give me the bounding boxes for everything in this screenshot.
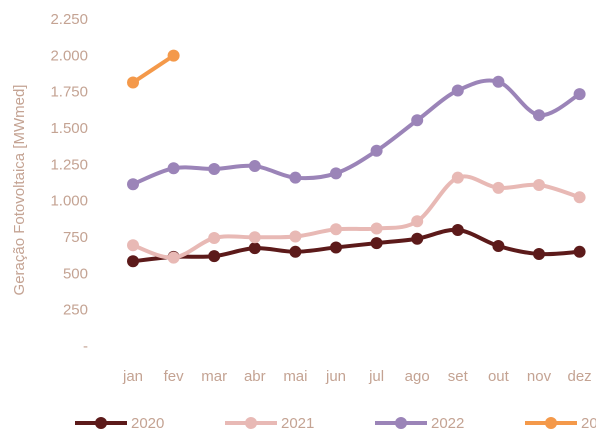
- data-point: [573, 191, 586, 204]
- data-point: [248, 242, 261, 255]
- data-point: [533, 109, 545, 122]
- legend-label: 2021: [281, 415, 314, 432]
- data-point: [167, 162, 180, 175]
- x-tick-label: abr: [244, 368, 266, 385]
- data-point: [451, 84, 464, 97]
- data-point: [289, 245, 302, 258]
- data-point: [289, 171, 302, 184]
- y-tick-label: 2.000: [50, 47, 88, 64]
- data-point: [492, 75, 505, 88]
- data-point: [451, 224, 464, 237]
- x-tick-label: nov: [527, 368, 552, 385]
- data-point: [411, 232, 424, 245]
- data-point: [127, 76, 139, 89]
- data-point: [167, 49, 180, 62]
- data-point: [411, 114, 424, 127]
- legend-label: 2023: [581, 415, 596, 432]
- data-point: [248, 231, 261, 244]
- y-tick-label: 250: [63, 302, 88, 319]
- y-tick-label: 1.250: [50, 156, 88, 173]
- data-point: [330, 167, 342, 180]
- y-tick-label: 2.250: [50, 11, 88, 28]
- series-line: [131, 78, 582, 187]
- y-tick-label: 750: [63, 229, 88, 246]
- y-axis-label: Geração Fotovoltaica [MWmed]: [11, 85, 28, 296]
- x-tick-label: jan: [122, 368, 143, 385]
- data-point: [248, 160, 261, 173]
- data-point: [533, 178, 545, 191]
- data-point: [492, 181, 505, 194]
- x-tick-label: jul: [368, 368, 384, 385]
- y-tick-label: 1.000: [50, 193, 88, 210]
- legend-marker: [245, 417, 257, 429]
- data-point: [451, 171, 464, 184]
- y-tick-label: -: [83, 338, 88, 355]
- y-tick-label: 1.500: [50, 120, 88, 137]
- data-point: [330, 223, 342, 236]
- data-point: [533, 247, 545, 260]
- data-point: [573, 245, 586, 258]
- x-tick-label: mai: [283, 368, 307, 385]
- x-tick-label: ago: [405, 368, 430, 385]
- data-point: [370, 144, 383, 157]
- data-point: [411, 215, 424, 228]
- x-tick-label: out: [488, 368, 510, 385]
- x-tick-label: jun: [325, 368, 346, 385]
- data-point: [208, 232, 221, 244]
- data-point: [208, 250, 221, 263]
- x-tick-label: dez: [568, 368, 592, 385]
- series-line: [131, 53, 176, 85]
- data-point: [370, 237, 383, 250]
- data-point: [492, 239, 505, 252]
- x-tick-label: fev: [164, 368, 185, 385]
- data-point: [370, 222, 383, 235]
- data-point: [127, 239, 139, 252]
- x-tick-label: mar: [201, 368, 227, 385]
- legend-marker: [545, 417, 557, 429]
- y-tick-label: 500: [63, 265, 88, 282]
- y-tick-label: 1.750: [50, 84, 88, 101]
- legend-marker: [395, 417, 407, 429]
- data-point: [167, 251, 180, 264]
- data-point: [289, 230, 302, 243]
- legend-label: 2022: [431, 415, 464, 432]
- data-point: [208, 162, 221, 175]
- data-point: [573, 88, 586, 101]
- x-tick-label: set: [448, 368, 469, 385]
- data-point: [127, 178, 139, 191]
- data-point: [127, 255, 139, 268]
- legend-marker: [95, 417, 107, 429]
- data-point: [330, 241, 342, 254]
- legend-label: 2020: [131, 415, 164, 432]
